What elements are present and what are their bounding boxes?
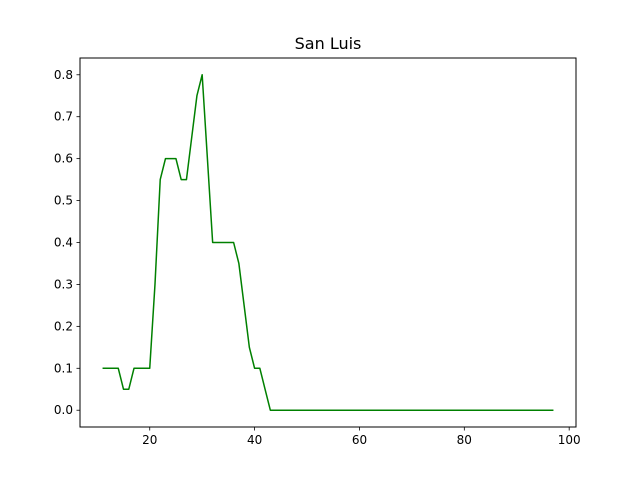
x-tick-label: 40: [247, 433, 262, 447]
x-tick-label: 60: [352, 433, 367, 447]
y-tick-label: 0.3: [54, 277, 73, 291]
y-axis: 0.0 0.1 0.2 0.3 0.4 0.5 0.6 0.7 0.8: [54, 68, 80, 417]
y-tick-label: 0.4: [54, 236, 73, 250]
y-tick-label: 0.8: [54, 68, 73, 82]
x-tick-label: 100: [558, 433, 581, 447]
y-tick-label: 0.2: [54, 319, 73, 333]
y-tick-label: 0.0: [54, 403, 73, 417]
x-tick-label: 80: [457, 433, 472, 447]
x-tick-label: 20: [142, 433, 157, 447]
chart-title: San Luis: [295, 34, 362, 53]
y-tick-label: 0.6: [54, 152, 73, 166]
x-axis: 20 40 60 80 100: [142, 427, 581, 447]
y-tick-label: 0.7: [54, 110, 73, 124]
series-line-0: [102, 74, 554, 411]
y-tick-label: 0.1: [54, 361, 73, 375]
y-tick-label: 0.5: [54, 194, 73, 208]
series-layer: [102, 74, 554, 411]
